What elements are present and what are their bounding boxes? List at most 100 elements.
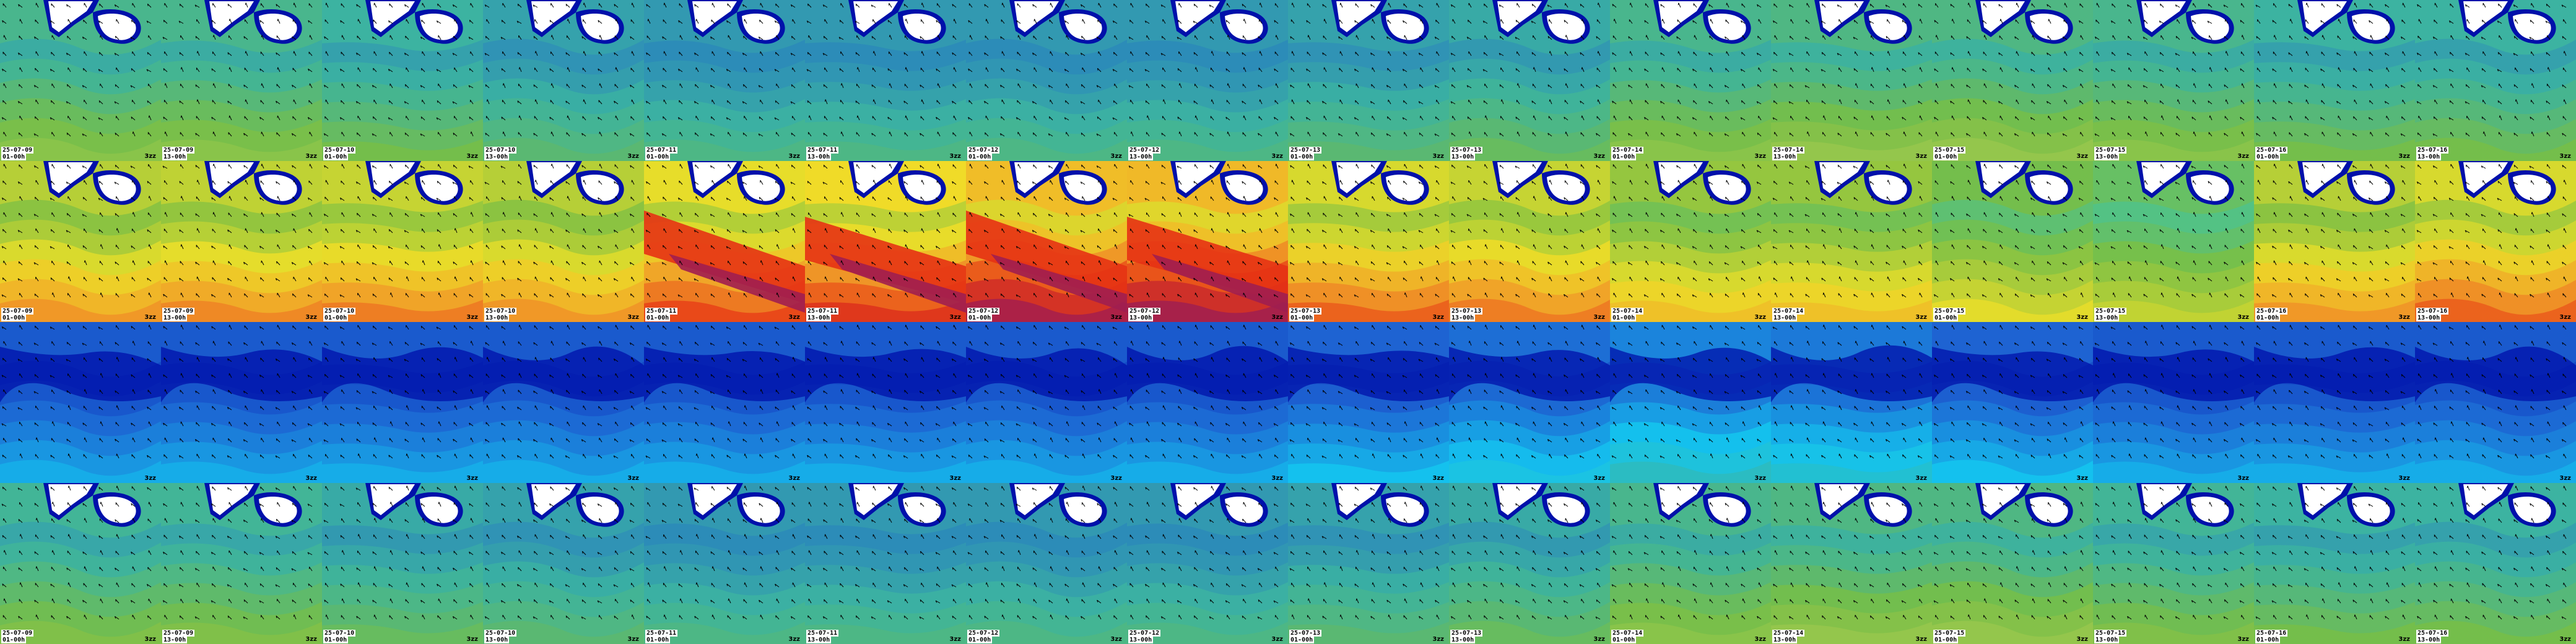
map-tile[interactable]: 25-07-13 01-00h 3zz — [1288, 0, 1449, 161]
map-tile[interactable]: 25-07-15 13-00h 3zz — [2093, 0, 2254, 161]
forecast-run-label: 01-00h — [967, 315, 993, 321]
forecast-date-label: 25-07-14 — [1772, 147, 1805, 154]
map-tile[interactable]: 3zz — [1771, 322, 1932, 483]
map-tile[interactable]: 3zz — [483, 322, 644, 483]
map-tile[interactable]: 25-07-11 01-00h 3zz — [644, 161, 805, 322]
map-tile[interactable]: 3zz — [2254, 322, 2415, 483]
forecast-run-label: 13-00h — [1128, 637, 1154, 643]
provider-logo: 3zz — [1754, 314, 1766, 321]
map-tile[interactable]: 25-07-14 13-00h 3zz — [1771, 483, 1932, 644]
map-tile[interactable]: 25-07-12 01-00h 3zz — [966, 161, 1127, 322]
forecast-map — [1932, 483, 2093, 644]
map-tile[interactable]: 25-07-09 01-00h 3zz — [0, 161, 161, 322]
map-tile[interactable]: 25-07-10 13-00h 3zz — [483, 0, 644, 161]
provider-logo: 3zz — [2398, 314, 2410, 321]
map-tile[interactable]: 25-07-13 01-00h 3zz — [1288, 161, 1449, 322]
map-tile[interactable]: 25-07-12 01-00h 3zz — [966, 483, 1127, 644]
map-tile[interactable]: 25-07-12 01-00h 3zz — [966, 0, 1127, 161]
map-tile[interactable]: 25-07-13 01-00h 3zz — [1288, 483, 1449, 644]
forecast-run-label: 13-00h — [806, 154, 832, 160]
forecast-map — [644, 483, 805, 644]
map-tile[interactable]: 3zz — [805, 322, 966, 483]
map-tile[interactable]: 25-07-15 01-00h 3zz — [1932, 483, 2093, 644]
map-tile[interactable]: 25-07-10 13-00h 3zz — [483, 483, 644, 644]
map-tile[interactable]: 25-07-14 01-00h 3zz — [1610, 161, 1771, 322]
map-tile[interactable]: 3zz — [161, 322, 322, 483]
map-tile[interactable]: 25-07-12 13-00h 3zz — [1127, 483, 1288, 644]
map-tile[interactable]: 25-07-16 01-00h 3zz — [2254, 0, 2415, 161]
map-tile[interactable]: 25-07-09 13-00h 3zz — [161, 161, 322, 322]
map-tile[interactable]: 25-07-10 01-00h 3zz — [322, 0, 483, 161]
map-tile[interactable]: 25-07-10 01-00h 3zz — [322, 161, 483, 322]
map-tile[interactable]: 25-07-13 13-00h 3zz — [1449, 161, 1610, 322]
provider-logo: 3zz — [305, 153, 317, 160]
map-tile[interactable]: 25-07-15 01-00h 3zz — [1932, 161, 2093, 322]
forecast-run-label: 13-00h — [484, 154, 510, 160]
provider-logo: 3zz — [466, 636, 478, 643]
forecast-map — [0, 322, 161, 483]
forecast-date-label: 25-07-15 — [2094, 308, 2127, 315]
map-tile[interactable]: 25-07-12 13-00h 3zz — [1127, 161, 1288, 322]
forecast-date-label: 25-07-12 — [967, 308, 1000, 315]
map-tile[interactable]: 25-07-14 01-00h 3zz — [1610, 483, 1771, 644]
forecast-run-label: 13-00h — [1450, 315, 1476, 321]
map-tile[interactable]: 25-07-16 13-00h 3zz — [2415, 483, 2576, 644]
forecast-run-label: 13-00h — [1128, 315, 1154, 321]
forecast-date-label: 25-07-09 — [162, 308, 195, 315]
map-tile[interactable]: 25-07-15 01-00h 3zz — [1932, 0, 2093, 161]
map-tile[interactable]: 25-07-16 01-00h 3zz — [2254, 483, 2415, 644]
provider-logo: 3zz — [1271, 153, 1283, 160]
map-tile[interactable]: 25-07-11 13-00h 3zz — [805, 0, 966, 161]
provider-logo: 3zz — [144, 636, 156, 643]
forecast-run-label: 13-00h — [162, 637, 188, 643]
map-tile[interactable]: 25-07-13 13-00h 3zz — [1449, 0, 1610, 161]
map-tile[interactable]: 3zz — [1610, 322, 1771, 483]
map-tile[interactable]: 25-07-16 01-00h 3zz — [2254, 161, 2415, 322]
forecast-date-label: 25-07-10 — [484, 308, 517, 315]
provider-logo: 3zz — [1110, 475, 1122, 482]
forecast-run-label: 01-00h — [323, 315, 349, 321]
map-tile[interactable]: 25-07-09 13-00h 3zz — [161, 0, 322, 161]
map-tile[interactable]: 25-07-13 13-00h 3zz — [1449, 483, 1610, 644]
map-tile[interactable]: 3zz — [1932, 322, 2093, 483]
map-tile[interactable]: 25-07-10 01-00h 3zz — [322, 483, 483, 644]
forecast-date-label: 25-07-14 — [1611, 147, 1644, 154]
map-tile[interactable]: 25-07-16 13-00h 3zz — [2415, 161, 2576, 322]
map-tile[interactable]: 3zz — [0, 322, 161, 483]
map-tile[interactable]: 25-07-14 01-00h 3zz — [1610, 0, 1771, 161]
map-tile[interactable]: 25-07-11 01-00h 3zz — [644, 0, 805, 161]
forecast-map — [1771, 322, 1932, 483]
map-tile[interactable]: 25-07-12 13-00h 3zz — [1127, 0, 1288, 161]
map-tile[interactable]: 3zz — [322, 322, 483, 483]
map-tile[interactable]: 25-07-09 01-00h 3zz — [0, 483, 161, 644]
map-tile[interactable]: 3zz — [1288, 322, 1449, 483]
map-tile[interactable]: 3zz — [644, 322, 805, 483]
map-tile[interactable]: 25-07-09 13-00h 3zz — [161, 483, 322, 644]
map-tile[interactable]: 3zz — [2415, 322, 2576, 483]
forecast-map — [805, 322, 966, 483]
forecast-run-label: 01-00h — [323, 154, 349, 160]
map-tile[interactable]: 25-07-11 01-00h 3zz — [644, 483, 805, 644]
map-tile[interactable]: 25-07-15 13-00h 3zz — [2093, 161, 2254, 322]
map-tile[interactable]: 3zz — [966, 322, 1127, 483]
provider-logo: 3zz — [1915, 636, 1927, 643]
forecast-map — [161, 322, 322, 483]
map-tile[interactable]: 25-07-09 01-00h 3zz — [0, 0, 161, 161]
map-tile[interactable]: 25-07-11 13-00h 3zz — [805, 161, 966, 322]
provider-logo: 3zz — [466, 314, 478, 321]
forecast-map — [322, 161, 483, 322]
map-tile[interactable]: 25-07-15 13-00h 3zz — [2093, 483, 2254, 644]
map-tile[interactable]: 25-07-11 13-00h 3zz — [805, 483, 966, 644]
map-tile[interactable]: 3zz — [2093, 322, 2254, 483]
map-tile[interactable]: 25-07-14 13-00h 3zz — [1771, 161, 1932, 322]
map-tile[interactable]: 3zz — [1449, 322, 1610, 483]
map-tile[interactable]: 25-07-10 13-00h 3zz — [483, 161, 644, 322]
provider-logo: 3zz — [466, 153, 478, 160]
map-tile[interactable]: 3zz — [1127, 322, 1288, 483]
forecast-map — [644, 161, 805, 322]
forecast-date-label: 25-07-10 — [323, 630, 356, 637]
forecast-run-label: 01-00h — [1933, 637, 1959, 643]
map-tile[interactable]: 25-07-16 13-00h 3zz — [2415, 0, 2576, 161]
map-tile[interactable]: 25-07-14 13-00h 3zz — [1771, 0, 1932, 161]
forecast-run-label: 01-00h — [1933, 315, 1959, 321]
